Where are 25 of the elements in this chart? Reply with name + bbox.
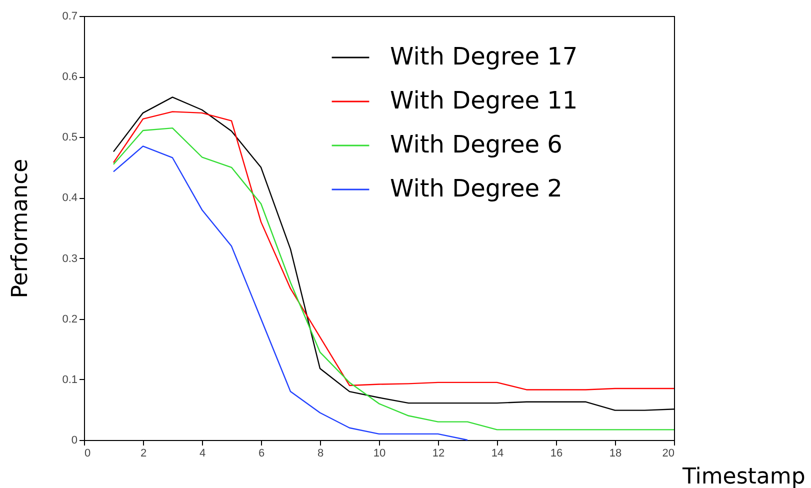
x-tick-label: 0 (84, 448, 91, 460)
y-tick-label: 0.6 (62, 71, 78, 84)
x-tick-label: 2 (140, 448, 147, 460)
y-tick-label: 0 (71, 434, 78, 446)
x-tick-label: 6 (258, 448, 265, 460)
x-tick-label: 4 (199, 448, 206, 460)
x-tick-label: 14 (491, 448, 504, 460)
y-tick-label: 0.4 (62, 192, 78, 204)
legend-label: With Degree 11 (390, 86, 578, 114)
legend-label: With Degree 2 (390, 174, 562, 202)
y-tick-label: 0.1 (62, 374, 78, 386)
legend-label: With Degree 6 (390, 130, 562, 158)
y-axis-title: Performance (8, 158, 34, 298)
y-tick-label: 0.7 (62, 10, 78, 22)
y-tick-label: 0.2 (62, 313, 78, 326)
x-tick-label: 16 (550, 448, 563, 460)
x-axis-title: Timestamp (682, 464, 806, 488)
x-tick-label: 18 (609, 448, 622, 460)
y-tick-label: 0.3 (62, 252, 78, 265)
x-tick-label: 12 (432, 448, 445, 460)
x-tick-label: 20 (662, 448, 674, 460)
x-tick-label: 8 (317, 448, 324, 460)
x-tick-label: 10 (373, 448, 386, 460)
legend-label: With Degree 17 (390, 42, 578, 70)
y-tick-label: 0.5 (62, 132, 78, 144)
